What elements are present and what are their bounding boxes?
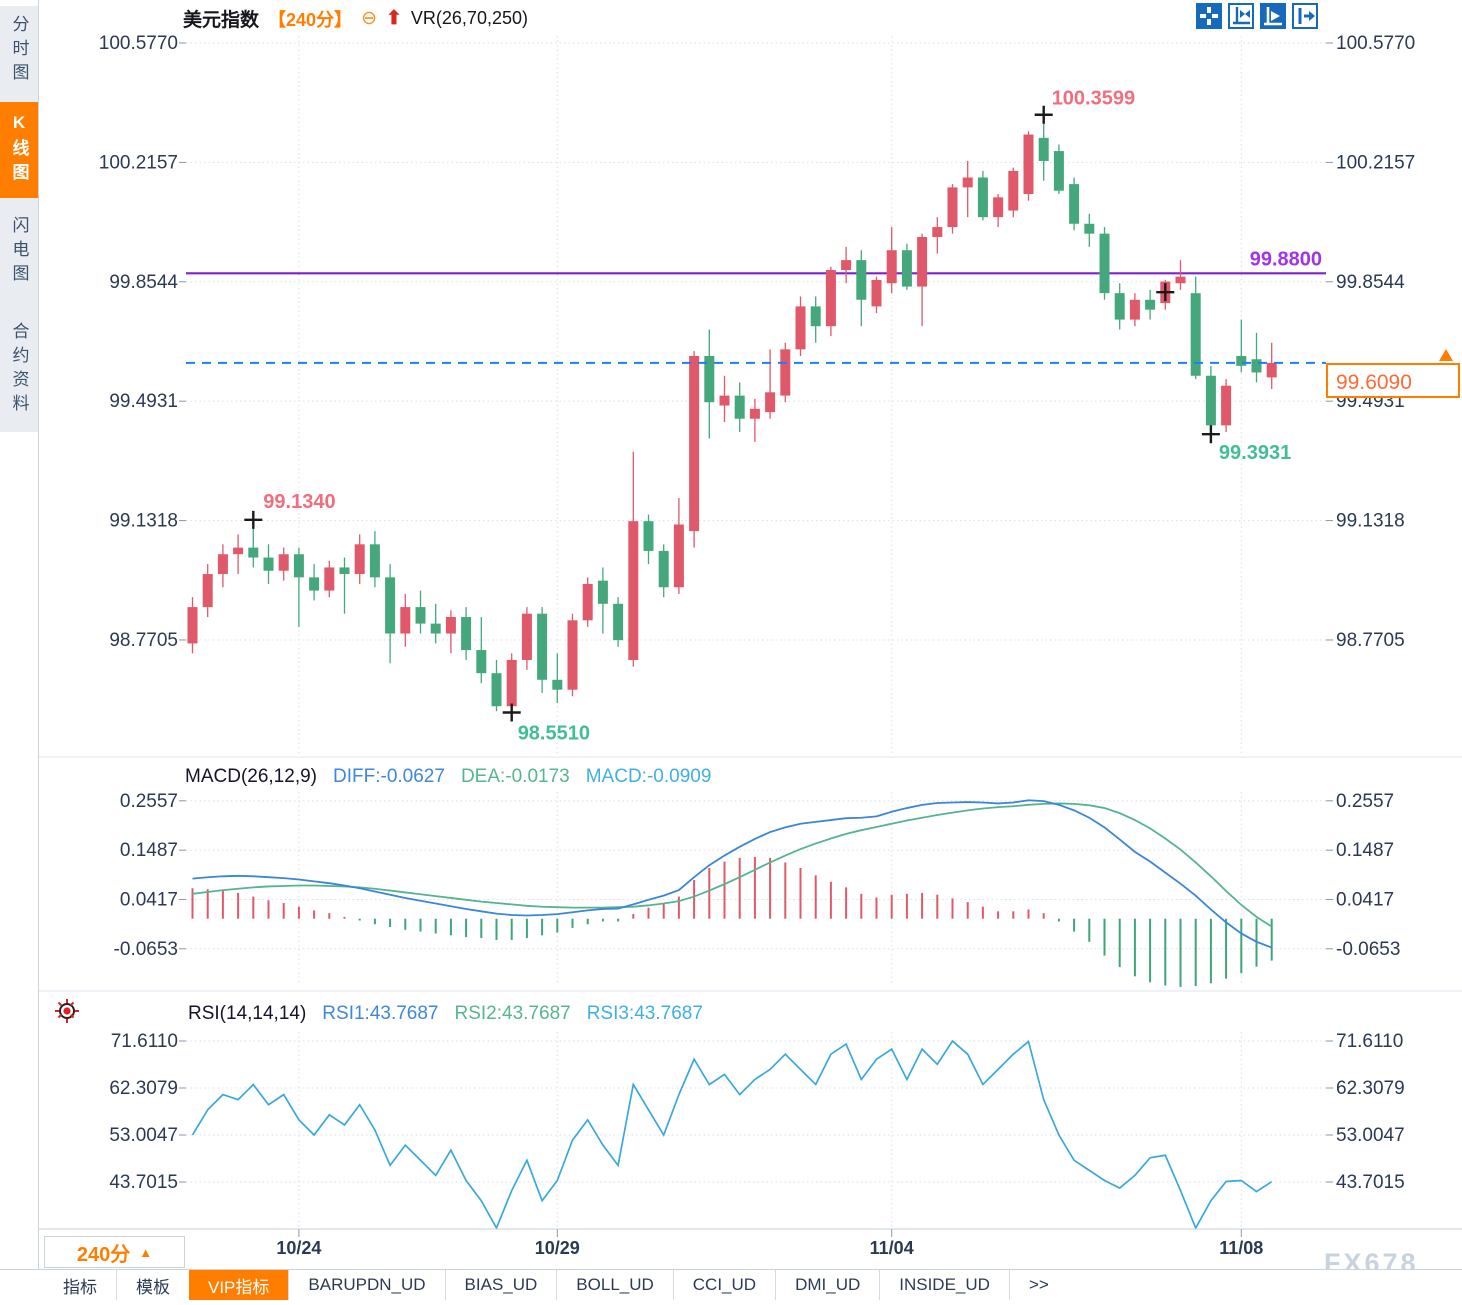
- purple-price-line: 99.8800: [186, 248, 1326, 275]
- indicator-tab-bar: 指标 模板 VIP指标 BARUPDN_UD BIAS_UD BOLL_UD C…: [0, 1269, 1462, 1300]
- macd-diff-line: [192, 799, 1273, 949]
- tab-vip-indicators[interactable]: VIP指标: [189, 1270, 289, 1300]
- svg-text:0.2557: 0.2557: [120, 791, 178, 812]
- svg-text:-0.0653: -0.0653: [114, 939, 178, 960]
- live-indicator-icon: [53, 997, 81, 1030]
- svg-text:100.2157: 100.2157: [1336, 152, 1415, 173]
- swing-markers: 99.1340 98.5510 100.3599 99.3931: [244, 88, 1291, 745]
- chart-header: 美元指数 【240分】 ⊖ ⬆ VR(26,70,250): [183, 5, 528, 32]
- sidebar-item-kline-chart[interactable]: K线图: [0, 102, 38, 198]
- tab-cci-ud[interactable]: CCI_UD: [672, 1270, 775, 1300]
- current-price-tag: 99.6090: [1326, 349, 1460, 398]
- svg-text:-0.0653: -0.0653: [1336, 939, 1400, 960]
- auto-scale-icon[interactable]: [1260, 3, 1286, 29]
- svg-text:0.0417: 0.0417: [120, 889, 178, 910]
- sidebar-item-contract-info[interactable]: 合约资料: [9, 322, 29, 418]
- svg-text:0.0417: 0.0417: [1336, 889, 1394, 910]
- time-axis: 10/24 10/29 11/04 11/08: [276, 36, 1263, 1258]
- svg-text:100.3599: 100.3599: [1052, 88, 1135, 110]
- svg-text:99.4931: 99.4931: [109, 391, 178, 412]
- macd-histogram: [191, 856, 1273, 987]
- sidebar-item-lightning-chart[interactable]: 闪电图: [9, 216, 29, 288]
- svg-text:99.1340: 99.1340: [263, 491, 335, 513]
- period-selector[interactable]: 240分 ▲: [44, 1236, 185, 1268]
- macd-params-label: MACD(26,12,9): [185, 766, 317, 787]
- svg-text:100.5770: 100.5770: [1336, 33, 1415, 54]
- tab-templates[interactable]: 模板: [116, 1270, 189, 1300]
- svg-text:53.0047: 53.0047: [1336, 1125, 1405, 1146]
- svg-text:71.6110: 71.6110: [1336, 1031, 1403, 1052]
- svg-text:99.8800: 99.8800: [1250, 248, 1322, 270]
- macd-axis: 0.2557 0.2557 0.1487 0.1487 0.0417 0.0417 -0.0…: [114, 791, 1401, 960]
- symbol-label: 美元指数: [183, 10, 260, 31]
- svg-text:99.1318: 99.1318: [1336, 511, 1405, 532]
- rsi2-value: RSI2:43.7687: [454, 1003, 571, 1024]
- chart-toolbar: [1196, 3, 1318, 29]
- go-to-latest-icon[interactable]: [1292, 3, 1318, 29]
- tab-indicators[interactable]: 指标: [63, 1277, 97, 1297]
- axis-zoom-icon[interactable]: [1228, 3, 1254, 29]
- svg-text:53.0047: 53.0047: [109, 1125, 178, 1146]
- macd-diff-value: DIFF:-0.0627: [333, 766, 445, 787]
- svg-text:0.2557: 0.2557: [1336, 791, 1394, 812]
- sidebar-item-time-chart[interactable]: 分时图: [9, 15, 29, 87]
- tab-inside-ud[interactable]: INSIDE_UD: [879, 1270, 1009, 1300]
- svg-text:100.5770: 100.5770: [99, 33, 178, 54]
- svg-text:99.8544: 99.8544: [1336, 272, 1405, 293]
- svg-text:99.8544: 99.8544: [109, 272, 178, 293]
- svg-text:62.3079: 62.3079: [109, 1078, 178, 1099]
- svg-text:11/04: 11/04: [870, 1238, 914, 1258]
- tab-boll-ud[interactable]: BOLL_UD: [556, 1270, 672, 1300]
- period-selector-arrow-icon: ▲: [139, 1244, 153, 1260]
- svg-text:10/29: 10/29: [535, 1238, 580, 1258]
- svg-text:43.7015: 43.7015: [1336, 1172, 1405, 1193]
- panel-separators: [38, 756, 1462, 1230]
- rsi-line: [191, 1039, 1273, 1230]
- period-label[interactable]: 【240分】: [268, 9, 353, 30]
- tab-bias-ud[interactable]: BIAS_UD: [444, 1270, 557, 1300]
- tab-more[interactable]: >>: [1008, 1270, 1068, 1300]
- svg-text:98.7705: 98.7705: [1336, 630, 1405, 651]
- svg-text:71.6110: 71.6110: [111, 1031, 178, 1052]
- svg-text:11/08: 11/08: [1219, 1238, 1263, 1258]
- macd-header: MACD(26,12,9) DIFF:-0.0627 DEA:-0.0173 M…: [185, 766, 711, 788]
- svg-text:0.1487: 0.1487: [1336, 840, 1394, 861]
- macd-dea-value: DEA:-0.0173: [460, 766, 570, 787]
- svg-text:10/24: 10/24: [276, 1238, 321, 1258]
- candlesticks: [187, 114, 1277, 713]
- macd-macd-value: MACD:-0.0909: [585, 766, 712, 787]
- svg-text:98.7705: 98.7705: [109, 630, 178, 651]
- period-selector-label: 240分: [76, 1243, 131, 1266]
- circled-minus-icon[interactable]: ⊖: [361, 8, 377, 29]
- rsi-params-label: RSI(14,14,14): [188, 1003, 307, 1024]
- pan-move-icon[interactable]: [1196, 3, 1222, 29]
- svg-text:99.3931: 99.3931: [1219, 442, 1291, 464]
- svg-text:43.7015: 43.7015: [109, 1172, 178, 1193]
- svg-text:100.2157: 100.2157: [99, 152, 178, 173]
- svg-text:98.5510: 98.5510: [518, 723, 590, 745]
- tab-barupdn-ud[interactable]: BARUPDN_UD: [288, 1270, 444, 1300]
- rsi-axis: 71.6110 71.6110 62.3079 62.3079 53.0047 53.00…: [109, 1031, 1404, 1193]
- rsi1-value: RSI1:43.7687: [322, 1003, 439, 1024]
- sidebar: 分时图 K线图 闪电图 合约资料: [0, 0, 39, 1300]
- svg-text:0.1487: 0.1487: [120, 840, 178, 861]
- vr-indicator-label: VR(26,70,250): [410, 8, 528, 28]
- svg-text:62.3079: 62.3079: [1336, 1078, 1405, 1099]
- svg-text:99.6090: 99.6090: [1336, 371, 1412, 394]
- rsi-header: RSI(14,14,14) RSI1:43.7687 RSI2:43.7687 …: [188, 1003, 703, 1025]
- svg-text:99.1318: 99.1318: [109, 511, 178, 532]
- up-arrow-icon: ⬆: [385, 8, 402, 29]
- rsi3-value: RSI3:43.7687: [586, 1003, 703, 1024]
- tab-dmi-ud[interactable]: DMI_UD: [775, 1270, 879, 1300]
- macd-dea-line: [192, 802, 1273, 928]
